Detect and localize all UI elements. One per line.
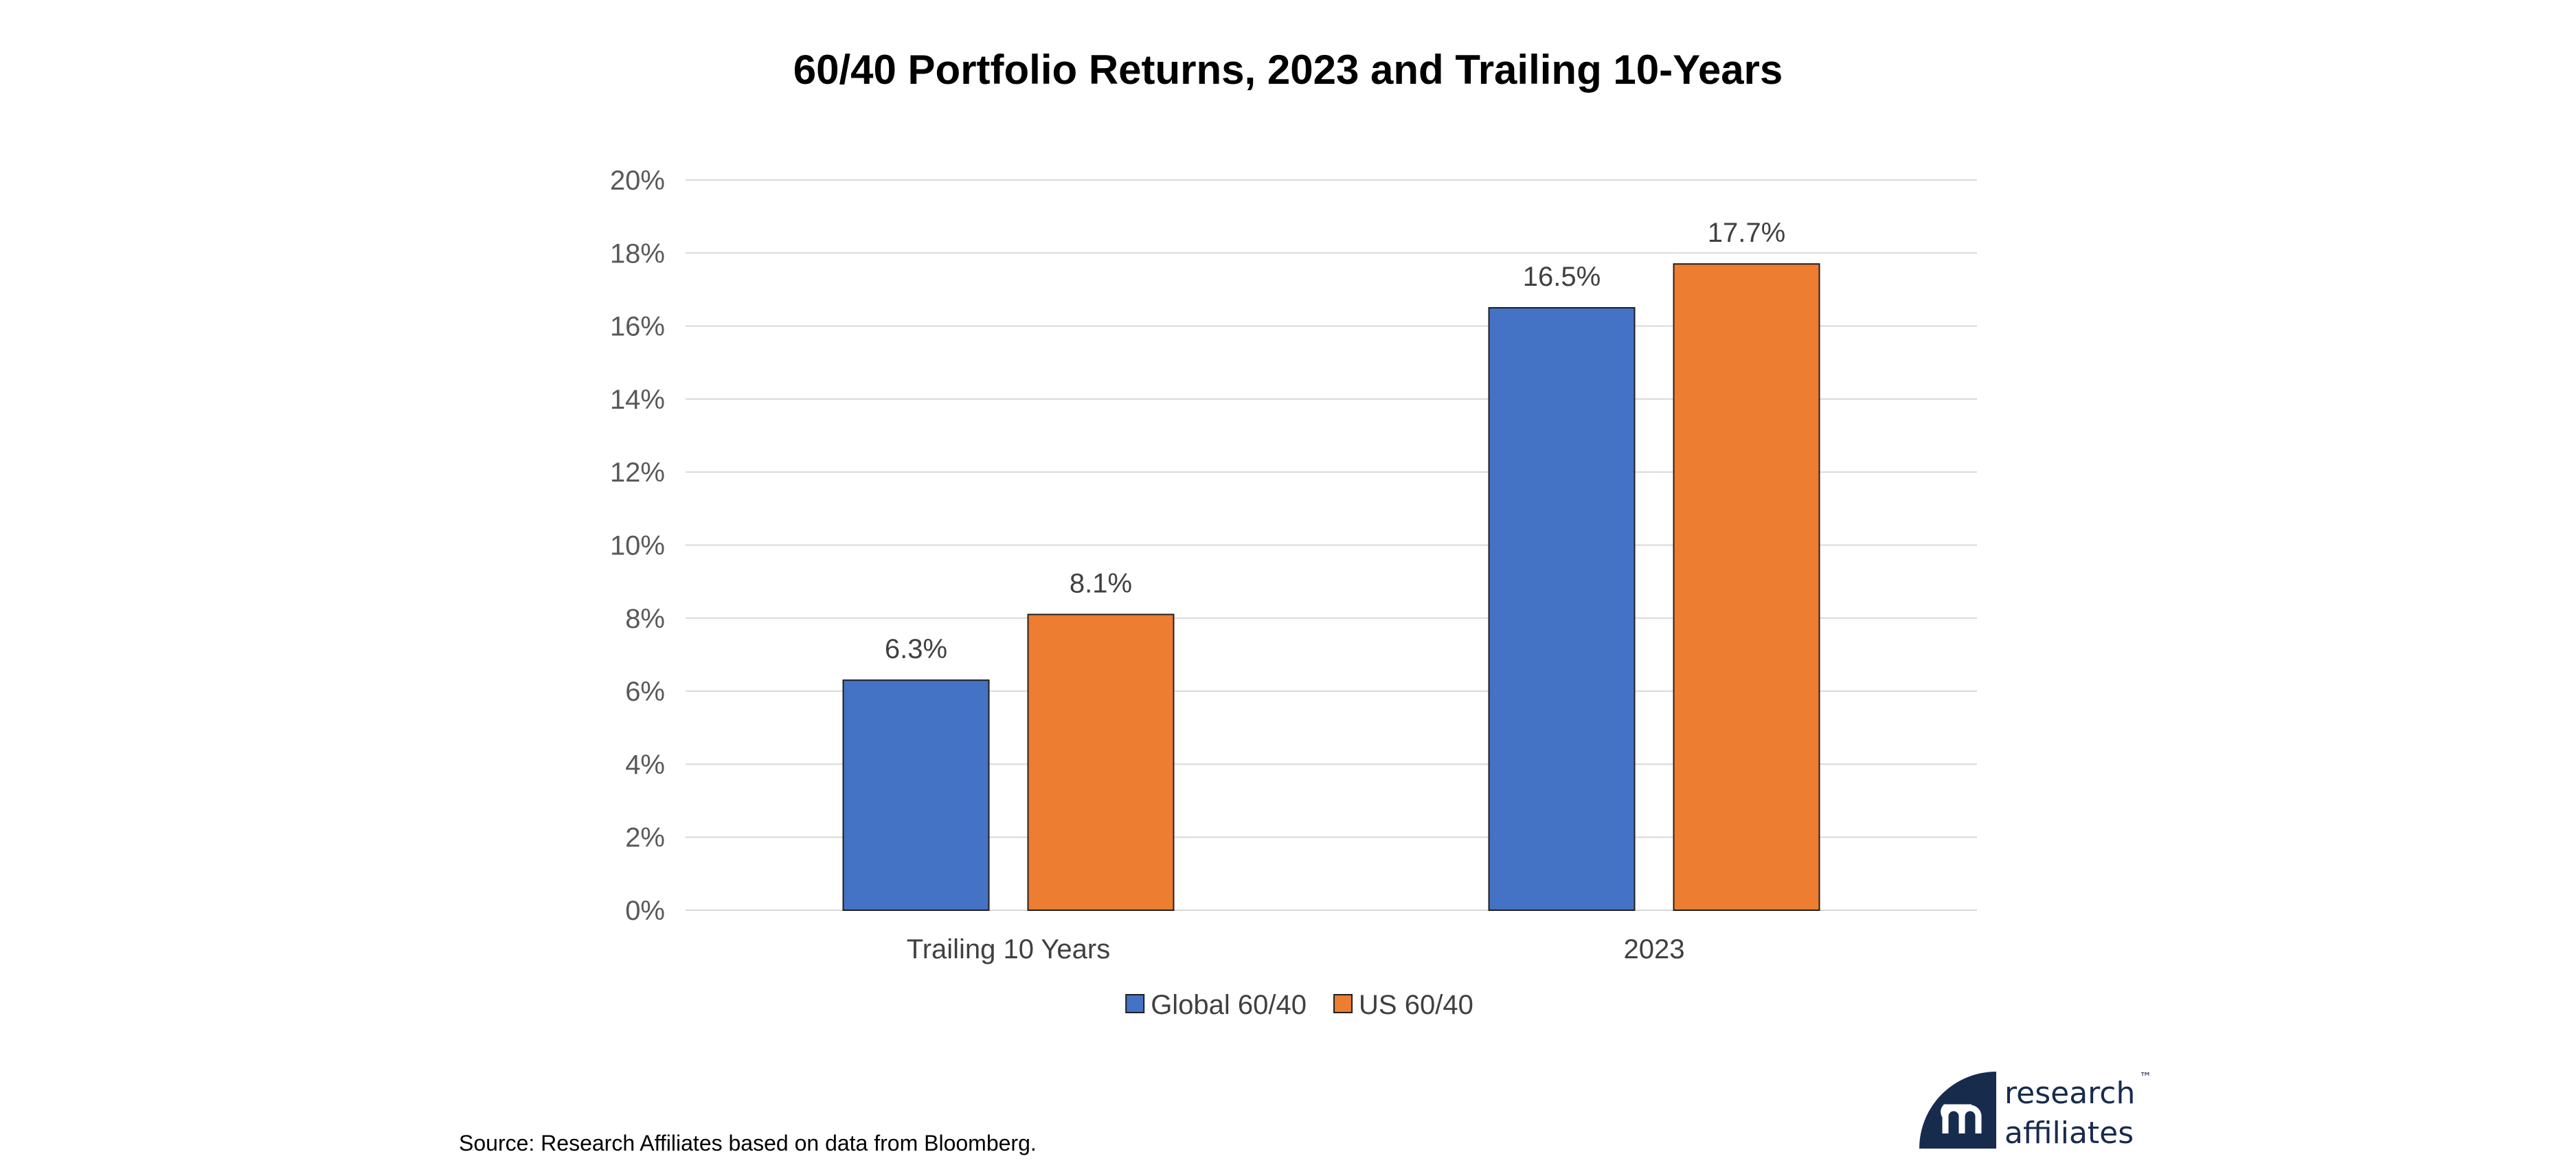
legend-label: US 60/40 <box>1359 990 1473 1020</box>
x-axis-categories: Trailing 10 Years 2023 <box>907 934 1685 964</box>
y-tick-label: 8% <box>625 604 665 634</box>
y-axis-ticks: 0% 2% 4% 6% 8% 10% 12% 14% 16% 18% 20% <box>610 166 665 926</box>
data-label: 17.7% <box>1708 218 1785 248</box>
data-label: 16.5% <box>1523 262 1601 292</box>
logo-monogram-icon <box>1941 1104 1982 1133</box>
y-tick-label: 2% <box>625 823 665 853</box>
y-tick-label: 6% <box>625 677 665 707</box>
y-tick-label: 12% <box>610 458 665 488</box>
y-tick-label: 14% <box>610 385 665 415</box>
y-tick-label: 18% <box>610 238 665 269</box>
data-labels: 6.3% 8.1% 16.5% 17.7% <box>885 218 1785 664</box>
bar-global-60-40-1 <box>1488 307 1636 911</box>
y-tick-label: 0% <box>625 896 665 926</box>
research-affiliates-logo: research affiliates ™ <box>1919 1070 2151 1151</box>
y-tick-label: 20% <box>610 166 665 196</box>
legend-label: Global 60/40 <box>1151 990 1307 1020</box>
logo-trademark: ™ <box>2139 1070 2151 1085</box>
data-label: 6.3% <box>885 634 947 664</box>
bar-global-60-40-0 <box>842 679 990 912</box>
data-label: 8.1% <box>1070 568 1132 598</box>
legend-swatch <box>1125 994 1145 1013</box>
y-tick-label: 10% <box>610 531 665 561</box>
logo-text-research: research <box>2004 1076 2135 1111</box>
legend: Global 60/40 US 60/40 <box>1125 990 1473 1020</box>
x-category-label: Trailing 10 Years <box>907 934 1110 964</box>
x-category-label: 2023 <box>1624 934 1685 964</box>
bars <box>842 263 1820 912</box>
bar-us-60-40-1 <box>1673 263 1820 911</box>
legend-swatch <box>1333 994 1353 1013</box>
y-tick-label: 4% <box>625 749 665 780</box>
bar-us-60-40-0 <box>1027 613 1175 911</box>
source-note: Source: Research Affiliates based on dat… <box>459 1131 1037 1155</box>
chart-title: 60/40 Portfolio Returns, 2023 and Traili… <box>793 47 1783 93</box>
logo-text-affiliates: affiliates <box>2004 1116 2134 1151</box>
y-tick-label: 16% <box>610 312 665 342</box>
